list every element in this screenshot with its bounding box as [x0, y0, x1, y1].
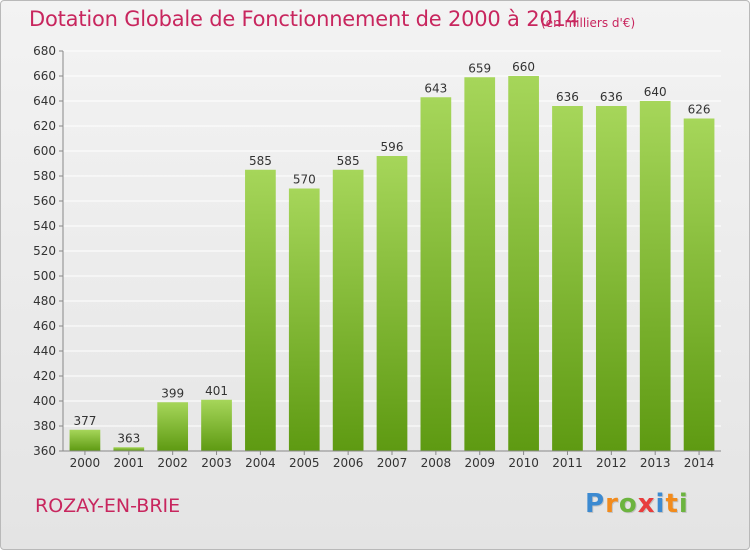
- bar: [69, 429, 101, 451]
- bar: [595, 106, 627, 451]
- y-tick-label: 540: [33, 219, 56, 233]
- y-tick-label: 380: [33, 419, 56, 433]
- data-label: 377: [73, 414, 96, 428]
- chart-title: Dotation Globale de Fonctionnement de 20…: [29, 7, 579, 31]
- x-tick-label: 2013: [640, 456, 671, 470]
- y-tick-label: 520: [33, 244, 56, 258]
- bars: 377 363 399 401 585 570 585 596 643 659 660 636 636 6…: [69, 60, 715, 451]
- y-tick-label: 620: [33, 119, 56, 133]
- x-tick-label: 2001: [114, 456, 145, 470]
- bar: [552, 106, 583, 451]
- bar: [245, 169, 276, 451]
- y-tick-label: 580: [33, 169, 56, 183]
- bar: [157, 402, 189, 451]
- data-label: 660: [512, 60, 535, 74]
- logo-letter: r: [605, 489, 619, 519]
- bar: [332, 169, 364, 451]
- x-tick-label: 2009: [464, 456, 495, 470]
- y-tick-label: 640: [33, 94, 56, 108]
- data-label: 399: [161, 386, 184, 400]
- data-label: 640: [644, 85, 667, 99]
- logo-letter: P: [585, 489, 606, 519]
- x-tick-label: 2004: [245, 456, 276, 470]
- data-label: 585: [249, 154, 272, 168]
- y-tick-label: 660: [33, 69, 56, 83]
- bar: [201, 399, 232, 451]
- y-tick-label: 560: [33, 194, 56, 208]
- x-tick-label: 2006: [333, 456, 364, 470]
- proxiti-logo[interactable]: Proxiti: [585, 489, 689, 519]
- commune-name: ROZAY-EN-BRIE: [35, 495, 181, 517]
- y-tick-label: 420: [33, 369, 56, 383]
- logo-letter: i: [678, 489, 689, 519]
- bar: [376, 156, 408, 451]
- data-label: 636: [600, 90, 623, 104]
- y-axis: 360 380 400 420 440 460 480 500 520 540 560 580 600 6…: [33, 44, 64, 458]
- x-tick-label: 2000: [70, 456, 101, 470]
- x-tick-label: 2002: [157, 456, 188, 470]
- x-tick-label: 2014: [684, 456, 715, 470]
- data-label: 643: [424, 81, 447, 95]
- x-tick-label: 2011: [552, 456, 583, 470]
- logo-letter: i: [655, 489, 666, 519]
- data-label: 585: [337, 154, 360, 168]
- x-tick-label: 2012: [596, 456, 627, 470]
- data-label: 659: [468, 61, 491, 75]
- data-label: 626: [688, 103, 711, 117]
- bar: [113, 447, 145, 451]
- y-tick-label: 440: [33, 344, 56, 358]
- chart-subtitle: (en milliers d'€): [541, 16, 636, 30]
- logo-letter: t: [665, 489, 679, 519]
- y-tick-label: 400: [33, 394, 56, 408]
- bar: [288, 188, 320, 451]
- x-axis: 2000 2001 2002 2003 2004 2005 2006 2007 2008 2009…: [63, 450, 721, 470]
- bar: [464, 77, 496, 451]
- x-tick-label: 2005: [289, 456, 320, 470]
- y-tick-label: 600: [33, 144, 56, 158]
- data-label: 596: [381, 140, 404, 154]
- data-label: 401: [205, 384, 228, 398]
- data-label: 570: [293, 173, 316, 187]
- y-tick-label: 360: [33, 444, 56, 458]
- x-tick-label: 2010: [508, 456, 539, 470]
- y-tick-label: 460: [33, 319, 56, 333]
- y-tick-label: 480: [33, 294, 56, 308]
- data-label: 363: [117, 431, 140, 445]
- logo-letter: x: [637, 489, 656, 519]
- bar: [639, 101, 671, 451]
- y-tick-label: 500: [33, 269, 56, 283]
- logo-letter: o: [618, 489, 638, 519]
- y-tick-label: 680: [33, 44, 56, 58]
- x-tick-label: 2003: [201, 456, 232, 470]
- bar: [508, 76, 539, 451]
- bar: [420, 97, 452, 451]
- bar: [683, 118, 715, 451]
- x-tick-label: 2007: [377, 456, 408, 470]
- data-label: 636: [556, 90, 579, 104]
- x-tick-label: 2008: [421, 456, 452, 470]
